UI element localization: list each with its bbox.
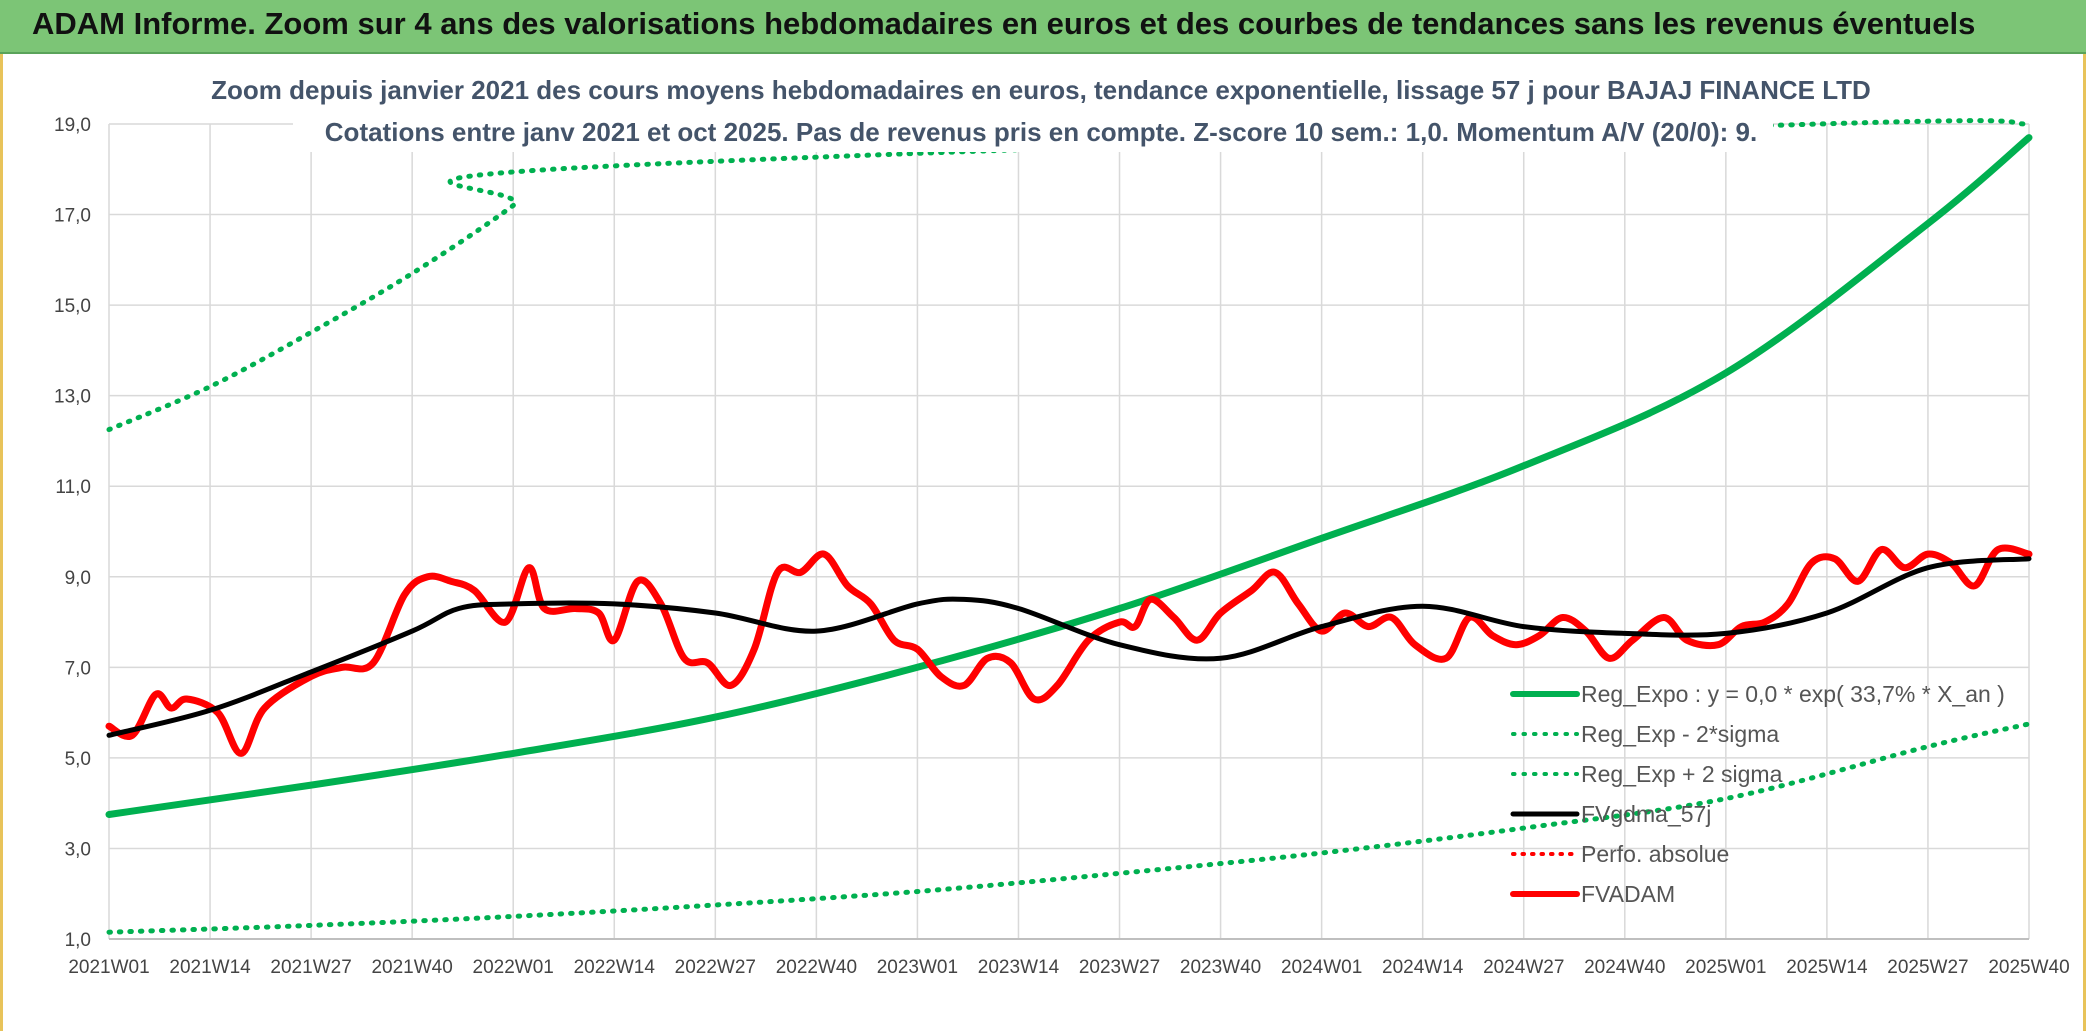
chart-frame: 1,0 3,0 5,0 7,0 9,0 11,0 13,0 15,0 17,0 19,0 2021W…	[0, 54, 2086, 1031]
legend-label: FVgdma_57j	[1581, 801, 1711, 827]
reg-exp-minus-2sigma-line	[106, 721, 2032, 935]
y-tick-label: 15,0	[54, 296, 91, 317]
x-tick-label: 2024W40	[1584, 957, 1665, 978]
grid-layer	[108, 123, 2030, 940]
report-banner: ADAM Informe. Zoom sur 4 ans des valoris…	[0, 0, 2086, 54]
x-tick-label: 2021W40	[371, 957, 452, 978]
x-tick-label: 2023W14	[978, 957, 1060, 978]
y-tick-label: 5,0	[65, 749, 91, 770]
fvgdma-57j-line	[106, 556, 2032, 738]
legend-label: Reg_Exp - 2*sigma	[1581, 721, 1779, 747]
y-tick-label: 1,0	[65, 930, 91, 951]
legend: Reg_Expo : y = 0,0 * exp( 33,7% * X_an )…	[1510, 681, 2005, 907]
reg-exp-plus-2sigma-line	[106, 118, 2032, 433]
y-tick-label: 7,0	[65, 658, 91, 679]
x-tick-label: 2022W01	[473, 957, 554, 978]
y-tick-label: 19,0	[54, 115, 91, 136]
x-tick-label: 2025W01	[1685, 957, 1766, 978]
x-tick-label: 2025W27	[1887, 957, 1968, 978]
report-title: ADAM Informe. Zoom sur 4 ans des valoris…	[32, 6, 1976, 41]
x-tick-label: 2022W14	[574, 957, 656, 978]
x-tick-label: 2025W14	[1786, 957, 1868, 978]
y-tick-label: 3,0	[65, 839, 91, 860]
y-tick-label: 11,0	[55, 477, 91, 498]
axis-layer: 1,0 3,0 5,0 7,0 9,0 11,0 13,0 15,0 17,0 19,0 2021W…	[54, 115, 2070, 978]
x-tick-label: 2021W14	[169, 957, 251, 978]
x-tick-label: 2021W01	[68, 957, 149, 978]
x-tick-label: 2023W01	[877, 957, 958, 978]
x-tick-label: 2023W27	[1079, 957, 1160, 978]
chart-subtitle: Cotations entre janv 2021 et oct 2025. P…	[325, 117, 1757, 147]
x-tick-label: 2023W40	[1180, 957, 1261, 978]
legend-label: Reg_Expo : y = 0,0 * exp( 33,7% * X_an )	[1581, 681, 2005, 707]
x-tick-label: 2024W14	[1382, 957, 1464, 978]
y-tick-label: 17,0	[54, 206, 91, 227]
legend-label: Reg_Exp + 2 sigma	[1581, 761, 1783, 787]
x-tick-label: 2021W27	[270, 957, 351, 978]
reg-expo-line	[105, 134, 2033, 818]
legend-label: FVADAM	[1581, 881, 1675, 907]
x-tick-label: 2024W27	[1483, 957, 1564, 978]
x-tick-label: 2022W27	[675, 957, 756, 978]
chart-svg: 1,0 3,0 5,0 7,0 9,0 11,0 13,0 15,0 17,0 19,0 2021W…	[54, 68, 2070, 978]
x-tick-label: 2024W01	[1281, 957, 1362, 978]
y-tick-label: 13,0	[54, 387, 91, 408]
subtitle-background	[293, 68, 1773, 152]
chart-title: Zoom depuis janvier 2021 des cours moyen…	[211, 75, 1871, 105]
fvadam-line	[105, 544, 2033, 757]
legend-label: Perfo. absolue	[1581, 841, 1729, 867]
y-tick-label: 9,0	[65, 568, 91, 589]
title-layer: Zoom depuis janvier 2021 des cours moyen…	[211, 68, 1871, 152]
x-tick-label: 2025W40	[1988, 957, 2069, 978]
x-tick-label: 2022W40	[776, 957, 857, 978]
series-layer	[105, 118, 2033, 935]
